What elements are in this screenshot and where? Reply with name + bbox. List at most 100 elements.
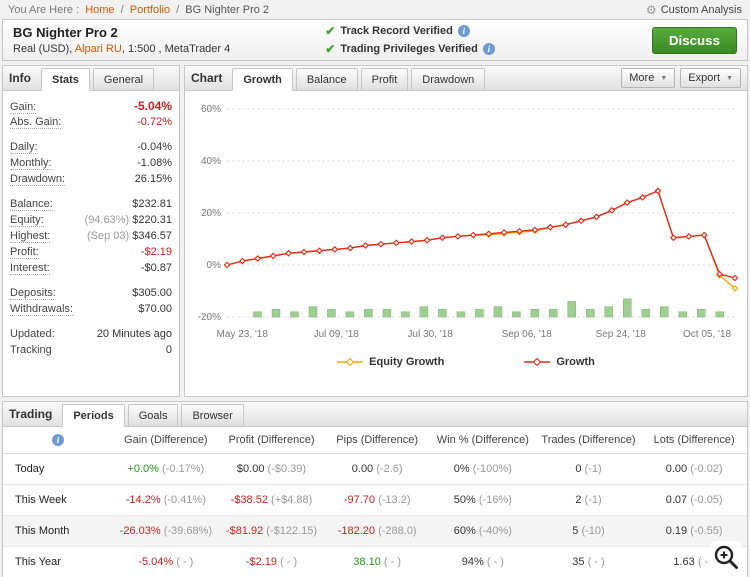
chart-panel-title: Chart bbox=[191, 71, 223, 85]
cell-value: 0 bbox=[575, 463, 582, 475]
verification-label: Track Record Verified bbox=[340, 25, 453, 37]
tab-balance[interactable]: Balance bbox=[295, 68, 358, 91]
table-cell: 38.10 ( - ) bbox=[324, 556, 430, 568]
table-row-today: Today +0.0% (-0.17%) $0.00 (-$0.39) 0.00 (-… bbox=[3, 454, 747, 485]
period-label: Today bbox=[15, 463, 45, 475]
chevron-down-icon: ▼ bbox=[726, 74, 733, 82]
growth-chart: 60% 40% 20% 0% -20% May 23, '18 Jul 09, '18 Jul… bbox=[198, 104, 739, 340]
info-value: -$2.19 bbox=[140, 246, 172, 258]
zoom-button[interactable] bbox=[710, 541, 742, 573]
cell-difference: (-0.05) bbox=[690, 494, 723, 506]
tab-browser[interactable]: Browser bbox=[181, 404, 244, 427]
table-cell: -$2.19 ( - ) bbox=[219, 556, 325, 568]
info-label: Tracking bbox=[10, 344, 52, 356]
info-label: Updated: bbox=[10, 328, 55, 340]
cell-value: -$38.52 bbox=[230, 494, 268, 506]
cell-difference: (-2.6) bbox=[376, 463, 403, 475]
info-value: (Sep 03) $346.57 bbox=[86, 230, 172, 242]
legend-label: Growth bbox=[556, 356, 595, 368]
cell-difference: (-39.68%) bbox=[163, 525, 212, 537]
svg-text:-20%: -20% bbox=[198, 312, 221, 323]
cell-difference: (-10) bbox=[581, 525, 605, 537]
table-cell: 35 ( - ) bbox=[536, 556, 642, 568]
cell-value: -5.04% bbox=[138, 556, 174, 568]
cell-value: 1.63 bbox=[673, 556, 695, 568]
column-header-lots-difference: Lots (Difference) bbox=[653, 434, 735, 446]
table-cell: -$81.92 (-$122.15) bbox=[219, 525, 325, 537]
breadcrumb-link-portfolio[interactable]: Portfolio bbox=[129, 4, 171, 16]
table-cell: 0% (-100%) bbox=[430, 463, 536, 475]
cell-value: 60% bbox=[453, 525, 476, 537]
legend-item-equity-growth[interactable]: Equity Growth bbox=[337, 356, 444, 368]
cell-difference: ( - ) bbox=[280, 556, 298, 568]
info-panel-header: Info Stats General bbox=[3, 66, 179, 91]
cell-value: -14.2% bbox=[125, 494, 161, 506]
table-cell: 0.07 (-0.05) bbox=[641, 494, 747, 506]
table-cell: $0.00 (-$0.39) bbox=[219, 463, 325, 475]
info-row-updated: Updated: 20 Minutes ago bbox=[10, 327, 172, 343]
info-icon[interactable]: i bbox=[52, 434, 64, 446]
more-button[interactable]: More ▼ bbox=[621, 68, 676, 88]
cell-value: 38.10 bbox=[353, 556, 381, 568]
cell-value: -$2.19 bbox=[245, 556, 277, 568]
tab-stats[interactable]: Stats bbox=[41, 68, 90, 91]
info-row-abs-gain: Abs. Gain: -0.72% bbox=[10, 115, 172, 131]
info-row-balance: Balance: $232.81 bbox=[10, 197, 172, 213]
info-row-tracking: Tracking 0 bbox=[10, 343, 172, 359]
svg-text:40%: 40% bbox=[201, 156, 221, 167]
info-value-prefix: (Sep 03) bbox=[86, 230, 133, 242]
cell-difference: ( - ) bbox=[176, 556, 194, 568]
info-label: Monthly: bbox=[10, 157, 52, 170]
info-label: Abs. Gain: bbox=[10, 116, 62, 129]
table-cell: 2 (-1) bbox=[536, 494, 642, 506]
cell-value: -$81.92 bbox=[225, 525, 264, 537]
cell-difference: (-16%) bbox=[478, 494, 512, 506]
trading-tabs: Periods Goals Browser bbox=[62, 404, 246, 427]
table-cell: 50% (-16%) bbox=[430, 494, 536, 506]
export-button[interactable]: Export ▼ bbox=[680, 68, 741, 88]
chart-panel-header: Chart Growth Balance Profit Drawdown More ▼… bbox=[185, 66, 747, 91]
svg-text:0%: 0% bbox=[207, 260, 222, 271]
cell-value: 50% bbox=[453, 494, 476, 506]
tab-goals[interactable]: Goals bbox=[127, 404, 179, 427]
breadcrumb-link-home[interactable]: Home bbox=[85, 4, 115, 16]
legend-item-growth[interactable]: Growth bbox=[524, 356, 595, 368]
discuss-button[interactable]: Discuss bbox=[651, 26, 737, 54]
legend-label: Equity Growth bbox=[369, 356, 445, 368]
tab-profit[interactable]: Profit bbox=[360, 68, 409, 91]
svg-text:Jul 30, '18: Jul 30, '18 bbox=[408, 329, 454, 340]
tab-drawdown[interactable]: Drawdown bbox=[411, 68, 486, 91]
table-cell: 0.00 (-2.6) bbox=[324, 463, 430, 475]
cell-value: -26.03% bbox=[119, 525, 161, 537]
table-row-this-week: This Week -14.2% (-0.41%) -$38.52 (+$4.88)… bbox=[3, 485, 747, 516]
tab-growth[interactable]: Growth bbox=[232, 68, 293, 91]
cell-value: $0.00 bbox=[236, 463, 265, 475]
cell-value: 0% bbox=[453, 463, 470, 475]
tab-general[interactable]: General bbox=[92, 68, 155, 91]
cell-value: 94% bbox=[461, 556, 484, 568]
breadcrumb: You Are Here : Home / Portfolio / BG Nig… bbox=[0, 0, 750, 19]
tab-periods[interactable]: Periods bbox=[62, 404, 125, 427]
cell-difference: (-40%) bbox=[478, 525, 512, 537]
info-icon[interactable]: i bbox=[457, 25, 470, 37]
column-header-win-difference: Win % (Difference) bbox=[436, 434, 529, 446]
info-row-profit: Profit: -$2.19 bbox=[10, 245, 172, 261]
main-row: Info Stats General Gain: -5.04% Abs. Gain: -… bbox=[2, 65, 748, 397]
custom-analysis-button[interactable]: ⚙ Custom Analysis bbox=[646, 3, 742, 17]
table-row-this-year: This Year -5.04% ( - ) -$2.19 ( - ) 38.10 (… bbox=[3, 547, 747, 577]
check-icon: ✔ bbox=[325, 24, 336, 38]
svg-text:Sep 24, '18: Sep 24, '18 bbox=[596, 329, 647, 340]
account-header: BG Nighter Pro 2 Real (USD), Alpari RU, … bbox=[2, 19, 748, 61]
info-icon[interactable]: i bbox=[482, 43, 495, 55]
info-stats-list: Gain: -5.04% Abs. Gain: -0.72% Daily: -0.04% M… bbox=[3, 91, 179, 396]
info-label: Equity: bbox=[10, 214, 44, 227]
svg-text:20%: 20% bbox=[201, 208, 221, 219]
period-label: This Month bbox=[15, 525, 70, 537]
info-label: Drawdown: bbox=[10, 173, 66, 186]
broker-link[interactable]: Alpari RU bbox=[74, 43, 122, 55]
cell-value: 35 bbox=[572, 556, 585, 568]
period-label: This Year bbox=[15, 556, 61, 568]
account-title: BG Nighter Pro 2 bbox=[13, 25, 118, 40]
table-cell: 0.00 (-0.02) bbox=[641, 463, 747, 475]
cell-value: -97.70 bbox=[343, 494, 376, 506]
